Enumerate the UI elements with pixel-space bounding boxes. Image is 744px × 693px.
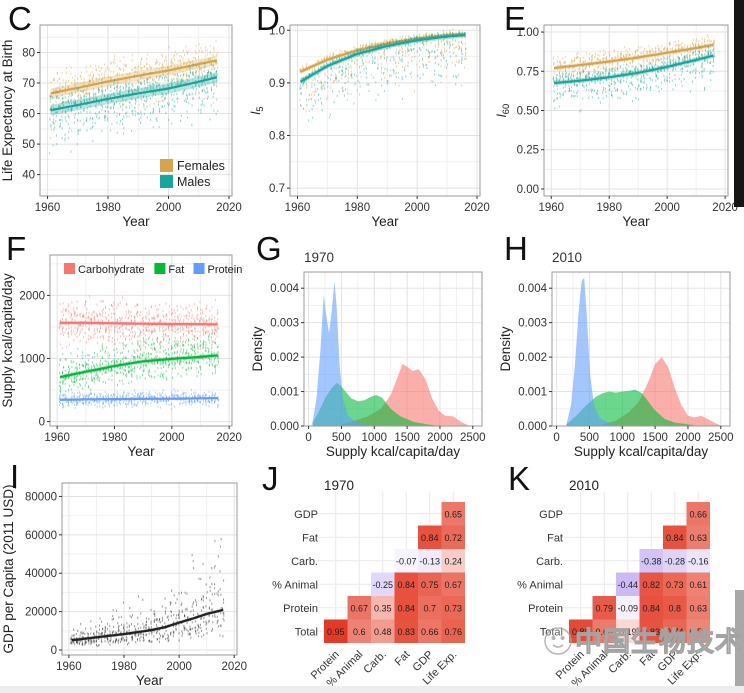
panel-E: E 1960 1980 2000 2020 0.00 0.25 0.50 0.75 1.00 Ye… [496,0,744,230]
panel-label-C: C [8,0,32,37]
svg-text:1960: 1960 [538,202,564,214]
svg-text:1980: 1980 [95,202,121,214]
svg-text:0.50: 0.50 [517,106,539,118]
chart-K-correlation-2010: 0.660.84 0.63-0.38 -0.28 -0.16-0.44 0.82 0.73… [517,478,710,690]
svg-text:1.00: 1.00 [517,27,539,39]
svg-text:2000: 2000 [156,202,182,214]
svg-text:l5: l5 [248,106,266,114]
svg-text:0.7: 0.7 [269,183,285,195]
svg-text:0.25: 0.25 [517,145,539,157]
panel-D: D 1960 1980 2000 2020 0.7 0.8 0.9 1.0 Year l5 [248,0,496,230]
svg-text:1960: 1960 [285,202,311,214]
svg-text:0.00: 0.00 [517,184,539,196]
svg-text:0.75: 0.75 [517,66,539,78]
svg-text:1.0: 1.0 [269,25,285,37]
svg-text:2020: 2020 [464,202,490,214]
panel-label-I: I [10,458,20,495]
panel-F: F 1960 1980 2000 2020 0 1000 2000 Year Supply kc… [0,230,248,460]
panel-label-K: K [508,460,531,497]
svg-text:50: 50 [22,139,35,151]
panel-label-D: D [256,0,280,37]
svg-text:2020: 2020 [216,202,242,214]
svg-text:1980: 1980 [596,202,622,214]
svg-text:1980: 1980 [345,202,371,214]
watermark-text: 中国生物技术网 [575,627,744,657]
svg-text:Females: Females [177,159,225,173]
svg-text:Year: Year [122,214,150,229]
chart-J-correlation-1970: 0.650.84 0.72-0.07 -0.13 0.24-0.25 0.84 0.75 0… [272,478,465,690]
svg-text:2000: 2000 [404,202,430,214]
panel-J: J 0.65 0.84 0.72 -0.07 -0.13 0.24 -0.25 0.84 0.7… [255,458,500,693]
edge-artifact-right-bottom [735,590,744,693]
panel-label-H: H [504,230,528,267]
svg-text:80: 80 [22,47,35,59]
panel-C: C 1960 1980 2000 2020 40 50 60 70 80 Year Life Exp… [0,0,248,230]
svg-text:0.8: 0.8 [269,130,285,142]
svg-text:60: 60 [22,109,35,121]
svg-text:Life Expectancy at Birth: Life Expectancy at Birth [0,40,15,182]
panel-label-E: E [504,0,527,37]
watermark-logo-icon [544,627,572,655]
svg-text:40: 40 [22,170,35,182]
svg-text:0.9: 0.9 [269,78,285,90]
svg-text:Year: Year [371,214,399,229]
svg-text:2000: 2000 [654,202,680,214]
chart-E-l60: 1960 1980 2000 2020 0.00 0.25 0.50 0.75 1.00 Year… [496,24,738,229]
chart-H-density-2010: 0 500 1000 1500 2000 25000.0000.0010.0020.003… [498,250,734,459]
watermark: 中国生物技术网 [542,610,744,668]
watermark-svg: 中国生物技术网 [544,627,744,658]
panel-G: G 0 500 1000 1500 2000 2500 0.000 0.001 0.002 0.0… [248,230,496,460]
svg-text:2020: 2020 [712,202,738,214]
edge-artifact-right-top [734,0,744,207]
panel-label-J: J [262,460,279,497]
svg-text:1960: 1960 [35,202,61,214]
svg-text:70: 70 [22,78,35,90]
chart-C-life-expectancy: 1960 1980 2000 2020 40 50 60 70 80 Year Life Expec… [0,24,242,229]
panel-I: I 1960 1980 2000 2020 0 20000 40000 60000 80000 Y… [0,458,255,693]
chart-G-density-1970: 0 500 1000 1500 2000 25000.0000.0010.0020.003… [250,250,486,459]
panel-K: K 0.66 0.84 0.63 -0.38 -0.28 -0.16 -0.44 0.82 0.… [500,458,744,693]
chart-D-l5: 1960 1980 2000 2020 0.7 0.8 0.9 1.0 Year l5 [248,24,490,229]
panel-label-F: F [6,230,27,267]
svg-text:Males: Males [177,175,210,189]
svg-text:l60: l60 [496,104,512,117]
svg-text:Year: Year [622,214,650,229]
edge-artifact-bottom [0,686,744,693]
chart-I-gdp: 1960 1980 2000 2020020000400006000080000Yea… [1,482,247,688]
panel-label-G: G [256,230,282,267]
panel-H: H 0 500 1000 1500 2000 2500 0.000 0.001 0.002 0.0… [496,230,744,460]
